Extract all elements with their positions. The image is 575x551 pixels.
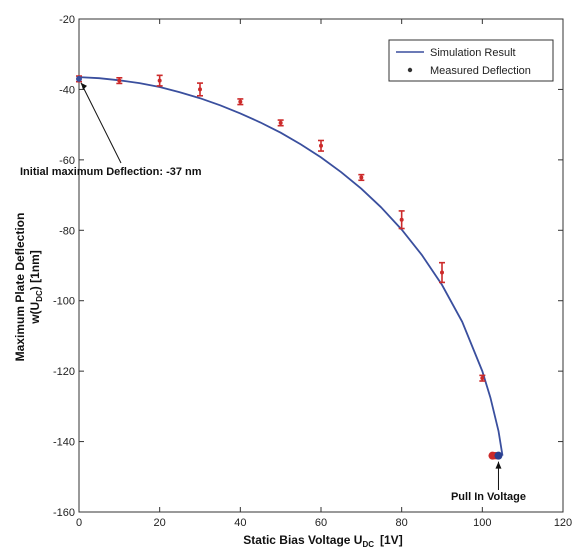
series-layer — [76, 74, 504, 460]
legend-entry-simulation: Simulation Result — [430, 47, 516, 59]
series-line-simulation — [78, 76, 504, 456]
y-axis-label-line2-end: ) [1nm] — [28, 250, 42, 290]
x-tick-label: 20 — [154, 517, 166, 529]
y-tick-label: -80 — [59, 225, 75, 237]
pull-in-marker-blue — [494, 451, 503, 460]
x-tick-label: 40 — [234, 517, 246, 529]
data-point-measured — [198, 87, 202, 92]
data-point-measured — [480, 376, 485, 381]
y-axis-label-line2: w(UDC) [1nm] — [28, 250, 44, 325]
plot-frame-rect — [78, 18, 564, 513]
data-point-measured — [238, 99, 243, 104]
data-point-measured — [278, 120, 283, 125]
y-tick-label: -140 — [53, 437, 75, 449]
x-axis-label: Static Bias Voltage UDC [1V] — [243, 533, 402, 549]
annotation-arrowhead-initial — [81, 82, 87, 90]
data-point-measured — [359, 175, 364, 180]
x-tick-label: 120 — [554, 517, 572, 529]
annotation-arrowhead-pull-in — [495, 461, 502, 469]
y-tick-label: -60 — [59, 155, 75, 167]
x-tick-label: 80 — [396, 517, 408, 529]
y-tick-label: -160 — [53, 507, 75, 519]
x-axis-ticks: 0 20 40 60 80 100 120 — [76, 19, 572, 529]
data-point-measured — [157, 78, 162, 83]
initial-deflection-marker — [76, 75, 82, 82]
x-axis-label-unit: [1V] — [380, 533, 403, 547]
data-point-measured — [399, 217, 404, 222]
y-axis-label-line2-sub: DC — [35, 290, 44, 302]
x-tick-label: 0 — [76, 517, 82, 529]
x-tick-label: 60 — [315, 517, 327, 529]
x-axis-label-main: Static Bias Voltage U — [243, 533, 362, 547]
data-point-measured — [117, 78, 122, 83]
x-axis-label-sub: DC — [362, 540, 374, 549]
legend-box — [388, 39, 554, 82]
legend-marker-swatch — [407, 67, 413, 73]
plot-frame — [78, 18, 564, 513]
y-tick-label: -20 — [59, 14, 75, 26]
data-point-measured — [319, 143, 323, 148]
data-point-measured — [440, 270, 444, 275]
y-axis-ticks: -20 -40 -60 -80 -100 -120 -140 -160 — [53, 14, 563, 519]
y-axis-label-line1: Maximum Plate Deflection — [13, 213, 27, 362]
legend-entry-measured: Measured Deflection — [430, 65, 531, 77]
x-tick-label: 100 — [473, 517, 491, 529]
y-axis-label-group: Maximum Plate Deflection w(UDC) [1nm] — [13, 213, 44, 362]
y-tick-label: -40 — [59, 84, 75, 96]
annotation-pull-in-voltage: Pull In Voltage — [451, 491, 526, 503]
legend: Simulation Result Measured Deflection — [388, 39, 554, 82]
y-tick-label: -100 — [53, 296, 75, 308]
y-axis-label-line2-main: w(U — [28, 302, 42, 325]
annotation-layer: Initial maximum Deflection: -37 nm Pull I… — [20, 75, 526, 503]
y-tick-label: -120 — [53, 366, 75, 378]
pull-in-marker-red — [488, 451, 497, 460]
annotation-arrow-initial — [80, 82, 122, 164]
annotation-initial-deflection: Initial maximum Deflection: -37 nm — [20, 166, 202, 178]
